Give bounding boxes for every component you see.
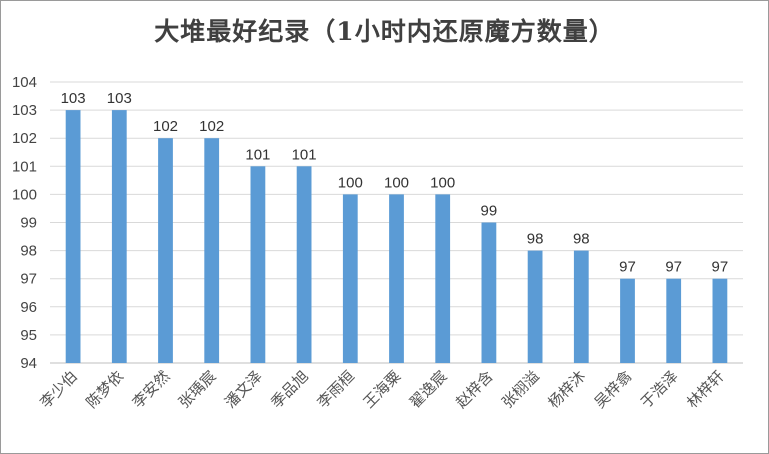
y-tick-label: 102 [12,130,37,147]
data-label: 98 [573,231,590,248]
x-tick-label: 张栩溢 [498,367,543,412]
data-label: 102 [153,118,178,135]
y-tick-label: 94 [20,355,37,372]
data-labels: 103 103 102 102 101 101 100 100 100 99 98 98 97 97 97 [61,90,729,276]
bar [481,222,497,363]
y-tick-label: 95 [20,327,37,344]
data-label: 97 [619,259,636,276]
bar [204,138,220,363]
bar [250,166,266,363]
x-tick-label: 潘文泽 [221,367,266,412]
y-tick-label: 99 [20,215,37,232]
data-label: 103 [61,90,86,107]
bar [111,110,127,363]
y-tick-label: 100 [12,186,37,203]
x-tick-label: 李少伯 [36,367,81,412]
x-tick-label: 张瑀宸 [175,367,220,412]
bar [573,250,589,363]
y-tick-label: 98 [20,243,37,260]
y-tick-label: 97 [20,271,37,288]
data-label: 97 [712,259,729,276]
bar [296,166,312,363]
bar [158,138,173,363]
data-label: 101 [245,146,270,163]
data-label: 102 [199,118,224,135]
data-label: 100 [338,174,363,191]
x-tick-label: 李安然 [129,367,174,412]
data-label: 100 [430,174,455,191]
bar [389,194,404,363]
bar [527,250,543,363]
bars [65,110,728,363]
bar [342,194,358,363]
x-tick-label: 季品旭 [267,367,312,412]
data-label: 97 [665,259,682,276]
y-tick-label: 104 [12,74,37,91]
x-tick-label: 杨梓沐 [545,367,590,412]
bar [620,278,635,363]
y-tick-label: 101 [12,158,37,175]
x-tick-label: 赵梓含 [452,367,497,412]
data-label: 101 [292,146,317,163]
bar [435,194,451,363]
data-label: 103 [107,90,132,107]
x-tick-label: 于浩泽 [637,367,682,412]
x-axis: 李少伯 陈梦依 李安然 张瑀宸 潘文泽 季品旭 李雨桓 王海粟 翟逸宸 赵梓含 张栩溢 杨梓沐 吴梓翕于… [36,367,727,412]
data-label: 100 [384,174,409,191]
bar [666,278,682,363]
x-tick-label: 李雨桓 [314,367,359,412]
x-tick-label: 林梓轩 [683,367,728,412]
bar [712,278,728,363]
y-tick-label: 96 [20,299,37,316]
x-tick-label: 王海粟 [360,367,405,412]
y-axis: 94 95 96 97 98 99 100 101 102 103 104 [12,74,37,372]
x-tick-label: 吴梓翕 [591,367,636,412]
data-label: 98 [527,231,544,248]
chart-title: 大堆最好纪录（1小时内还原魔方数量） [154,17,615,46]
y-tick-label: 103 [12,102,37,119]
data-label: 99 [481,203,498,220]
x-tick-label: 翟逸宸 [406,367,451,412]
x-tick-label: 陈梦依 [83,367,128,412]
bar [65,110,81,363]
